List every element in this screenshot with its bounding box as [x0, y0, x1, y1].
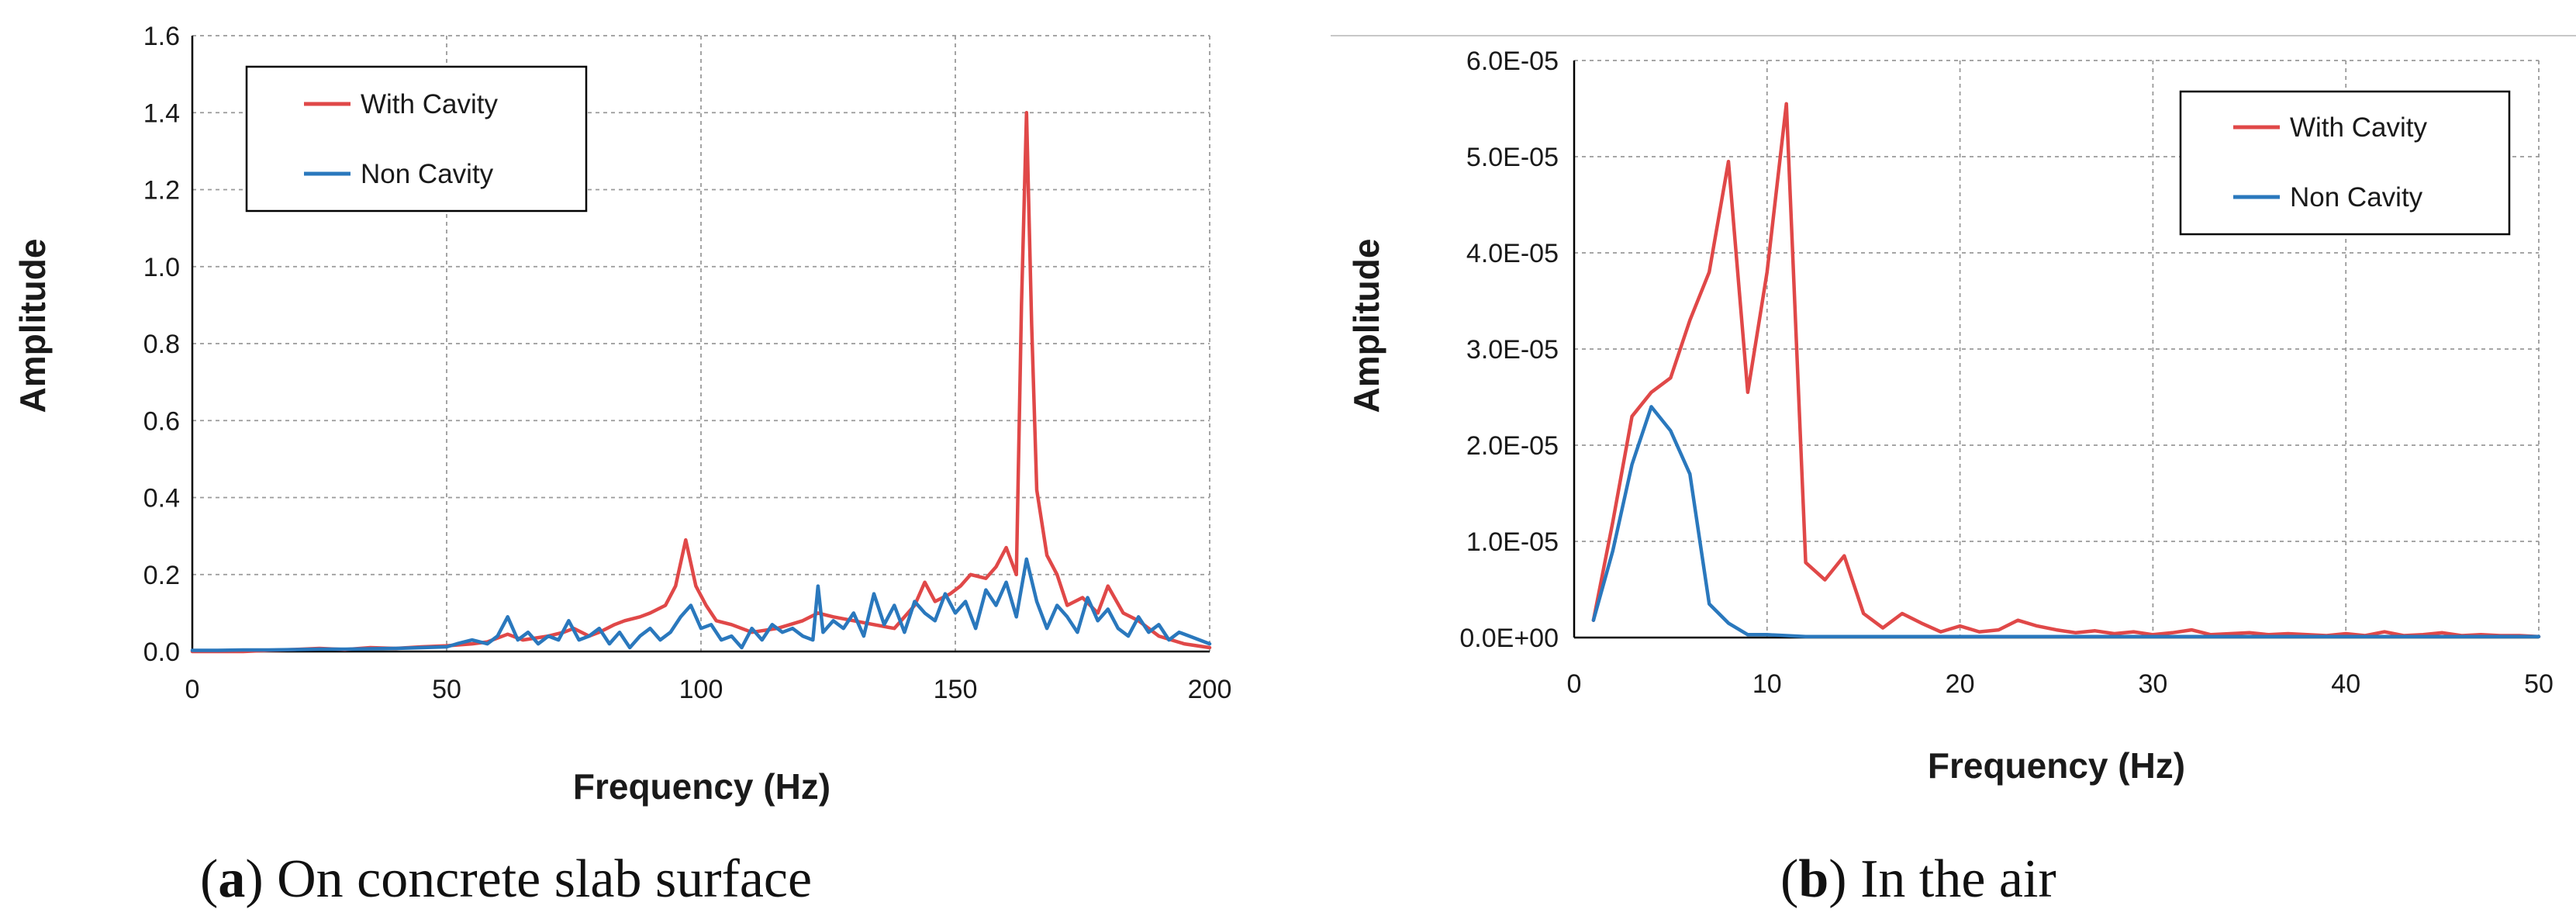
- panel-b-legend: With Cavity Non Cavity: [2179, 90, 2511, 236]
- y-tick-label: 6.0E-05: [1466, 47, 1559, 76]
- y-tick-label: 5.0E-05: [1466, 143, 1559, 172]
- panel-a-series: [190, 111, 1212, 654]
- y-tick-label: 1.0: [143, 253, 180, 282]
- panel-b-series: [1591, 102, 2541, 639]
- panel-a-axes: [191, 36, 1210, 653]
- x-tick-label: 50: [432, 675, 461, 704]
- y-tick-label: 0.8: [143, 330, 180, 359]
- y-tick-label: 0.0: [143, 638, 180, 667]
- x-tick-label: 50: [2524, 669, 2554, 699]
- panel-b-caption-close-paren: ): [1828, 849, 1860, 909]
- panel-b: 0.0E+00 1.0E-05 2.0E-05 3.0E-05 4.0E-05 5.0E-…: [1331, 35, 2576, 909]
- y-tick-label: 0.0E+00: [1459, 624, 1559, 653]
- x-tick-label: 20: [1946, 669, 1975, 699]
- x-tick-label: 0: [185, 675, 200, 704]
- x-tick-label: 0: [1567, 669, 1582, 699]
- panel-a-caption-open-paren: (: [200, 849, 218, 909]
- y-tick-label: 0.4: [143, 484, 180, 513]
- legend-label-non-cavity: Non Cavity: [2290, 182, 2423, 213]
- panel-b-y-ticks: 0.0E+00 1.0E-05 2.0E-05 3.0E-05 4.0E-05 5.0E-…: [1459, 47, 1559, 653]
- y-tick-label: 1.6: [143, 22, 180, 51]
- x-tick-label: 150: [934, 675, 978, 704]
- panel-a-legend: With Cavity Non Cavity: [245, 65, 588, 213]
- y-tick-label: 1.0E-05: [1466, 527, 1559, 557]
- panel-a-caption-text: On concrete slab surface: [277, 849, 812, 909]
- panel-a-caption-close-paren: ): [245, 849, 277, 909]
- panel-a-x-ticks: 0 50 100 150 200: [185, 675, 1232, 704]
- legend-label-with-cavity: With Cavity: [361, 89, 498, 119]
- x-tick-label: 100: [679, 675, 723, 704]
- panel-a-grid: [192, 35, 1210, 652]
- y-tick-label: 4.0E-05: [1466, 239, 1559, 268]
- y-tick-label: 1.2: [143, 176, 180, 206]
- y-tick-label: 1.4: [143, 99, 180, 128]
- panel-b-x-axis-title: Frequency (Hz): [1928, 745, 2185, 786]
- y-tick-label: 0.2: [143, 561, 180, 590]
- x-tick-label: 40: [2331, 669, 2360, 699]
- panel-b-x-ticks: 0 10 20 30 40 50: [1567, 669, 2554, 699]
- panel-a-caption: (a) On concrete slab surface: [200, 849, 812, 909]
- y-tick-label: 0.6: [143, 406, 180, 436]
- panel-b-caption-text: In the air: [1860, 849, 2056, 909]
- panel-b-grid: [1574, 60, 2540, 638]
- x-tick-label: 30: [2138, 669, 2167, 699]
- series-line-non-cavity: [190, 557, 1212, 652]
- y-tick-label: 2.0E-05: [1466, 431, 1559, 461]
- panel-a-x-axis-title: Frequency (Hz): [573, 766, 830, 807]
- legend-label-non-cavity: Non Cavity: [361, 159, 494, 189]
- panel-a-y-ticks: 0.0 0.2 0.4 0.6 0.8 1.0 1.2 1.4 1.6: [143, 22, 180, 667]
- panel-a: 0.0 0.2 0.4 0.6 0.8 1.0 1.2 1.4 1.6 0 50 100 150 200…: [12, 22, 1231, 909]
- panel-b-legend-box: [2179, 90, 2511, 236]
- panel-a-caption-label: a: [218, 849, 245, 909]
- legend-label-with-cavity: With Cavity: [2290, 112, 2427, 143]
- series-line-non-cavity: [1591, 405, 2541, 639]
- x-tick-label: 10: [1752, 669, 1782, 699]
- series-line-with-cavity: [1591, 102, 2541, 639]
- panel-b-y-axis-title: Amplitude: [1346, 239, 1386, 413]
- panel-b-caption: (b) In the air: [1780, 849, 2056, 909]
- y-tick-label: 3.0E-05: [1466, 335, 1559, 365]
- panel-b-caption-label: b: [1798, 849, 1828, 909]
- panel-b-caption-open-paren: (: [1780, 849, 1798, 909]
- panel-a-legend-box: [245, 65, 588, 213]
- panel-a-y-axis-title: Amplitude: [12, 239, 53, 413]
- x-tick-label: 200: [1188, 675, 1232, 704]
